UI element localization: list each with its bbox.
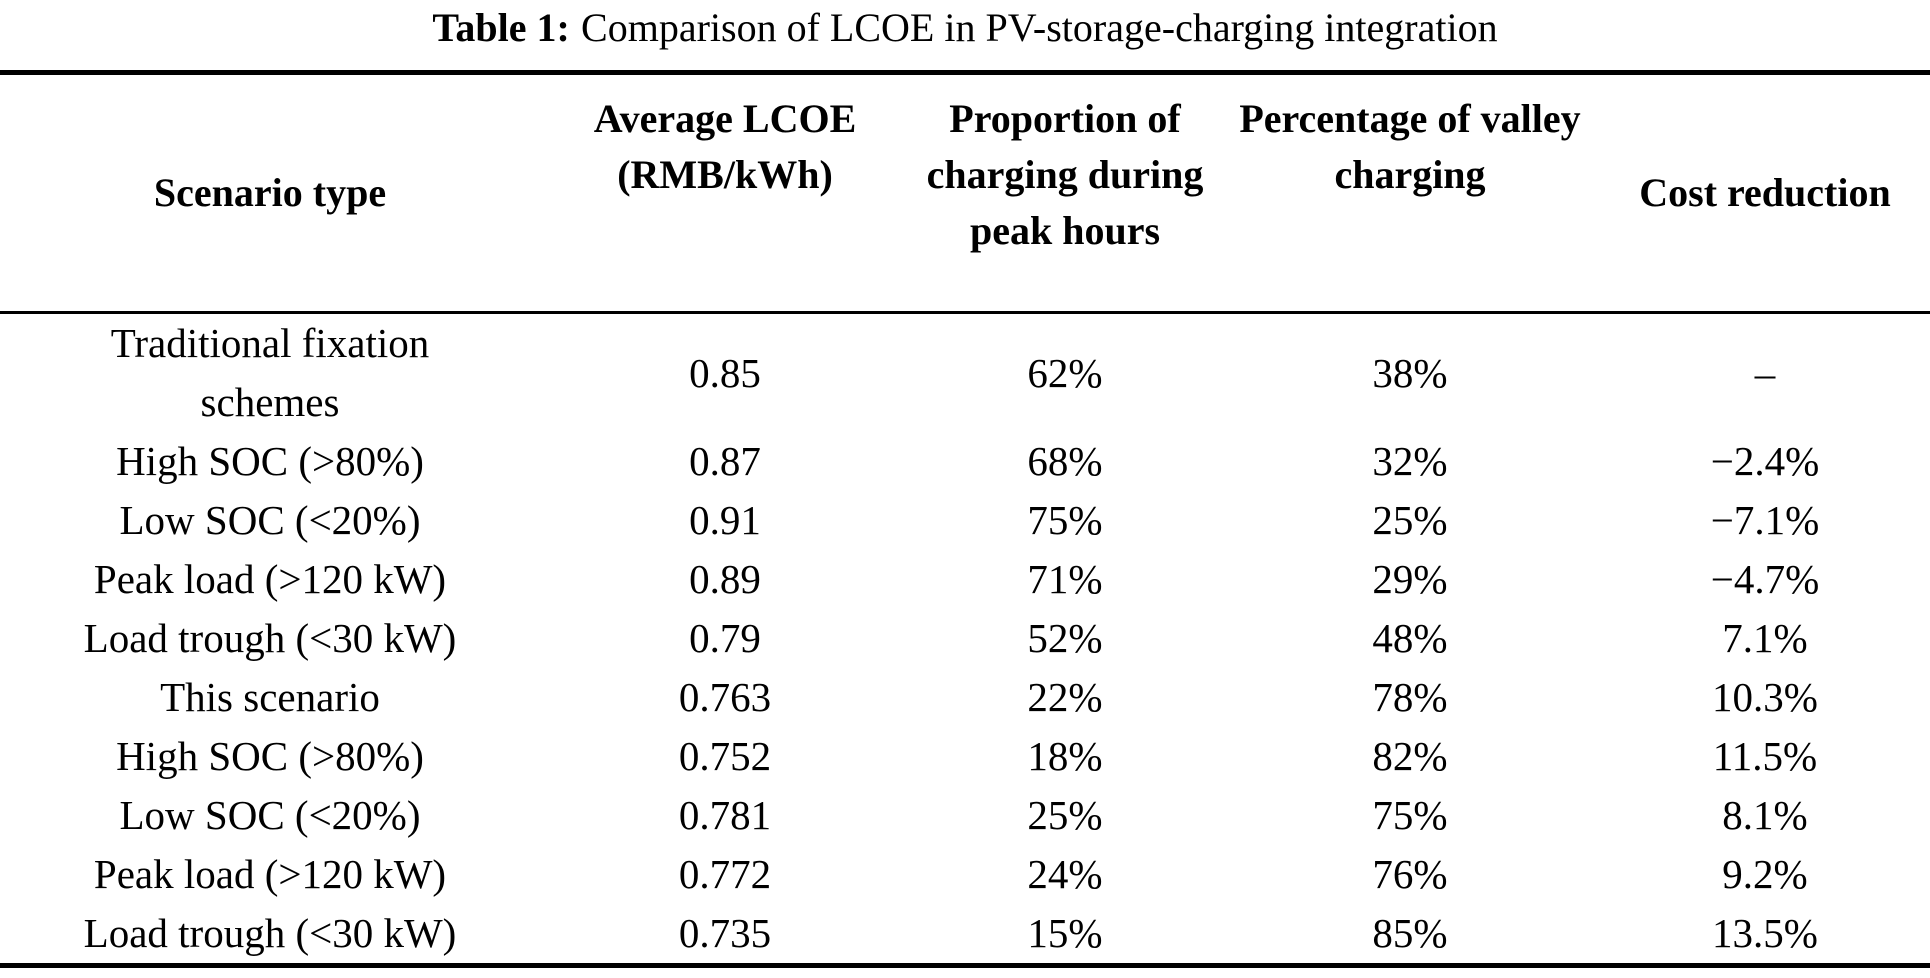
cell-lcoe: 0.79 <box>689 615 761 661</box>
cell-lcoe: 0.781 <box>678 792 772 838</box>
table-row: Load trough (<30 kW) 0.79 52% 48% 7.1% <box>0 609 1930 668</box>
table-body: Traditional fixation schemes 0.85 62% 38… <box>0 313 1930 966</box>
cell-reduction: 11.5% <box>1712 733 1818 779</box>
cell-scenario: Low SOC (<20%) <box>119 792 421 838</box>
table-row: High SOC (>80%) 0.752 18% 82% 11.5% <box>0 727 1930 786</box>
table-row: Load trough (<30 kW) 0.735 15% 85% 13.5% <box>0 904 1930 966</box>
cell-scenario: This scenario <box>160 674 380 720</box>
cell-peak: 52% <box>1027 615 1103 661</box>
column-header-peak-charging: Proportion of charging during peak hours <box>910 72 1220 314</box>
cell-lcoe: 0.763 <box>678 674 772 720</box>
cell-lcoe: 0.772 <box>678 851 772 897</box>
cell-scenario: Traditional fixation schemes <box>110 320 430 425</box>
header-row: Scenario type Average LCOE (RMB/kWh) Pro… <box>0 72 1930 314</box>
cell-reduction: −2.4% <box>1710 438 1820 484</box>
cell-reduction: 13.5% <box>1712 910 1818 956</box>
cell-reduction: 8.1% <box>1722 792 1808 838</box>
cell-reduction: −4.7% <box>1710 556 1820 602</box>
column-header-valley-charging: Percentage of valley charging <box>1220 72 1600 314</box>
cell-valley: 75% <box>1372 792 1448 838</box>
cell-scenario: Peak load (>120 kW) <box>93 851 447 897</box>
cell-peak: 18% <box>1027 733 1103 779</box>
cell-scenario: Low SOC (<20%) <box>119 497 421 543</box>
cell-lcoe: 0.752 <box>678 733 772 779</box>
table-caption: Table 1: Comparison of LCOE in PV-storage… <box>0 0 1930 70</box>
lcoe-comparison-table: Scenario type Average LCOE (RMB/kWh) Pro… <box>0 70 1930 968</box>
cell-valley: 82% <box>1372 733 1448 779</box>
cell-scenario: High SOC (>80%) <box>116 438 424 484</box>
cell-reduction: – <box>1754 349 1776 396</box>
cell-scenario: Load trough (<30 kW) <box>83 910 457 956</box>
cell-reduction: 9.2% <box>1722 851 1808 897</box>
column-header-cost-reduction: Cost reduction <box>1600 72 1930 314</box>
cell-scenario: Load trough (<30 kW) <box>83 615 457 661</box>
cell-scenario: High SOC (>80%) <box>116 733 424 779</box>
cell-lcoe: 0.735 <box>678 910 772 956</box>
table-row: Low SOC (<20%) 0.91 75% 25% −7.1% <box>0 491 1930 550</box>
table-row: This scenario 0.763 22% 78% 10.3% <box>0 668 1930 727</box>
table-caption-text: Comparison of LCOE in PV-storage-chargin… <box>581 5 1498 50</box>
cell-peak: 75% <box>1027 497 1103 543</box>
table-caption-label: Table 1: <box>432 5 570 50</box>
cell-peak: 68% <box>1027 438 1103 484</box>
cell-lcoe: 0.89 <box>689 556 761 602</box>
cell-reduction: −7.1% <box>1710 497 1820 543</box>
table-row: Traditional fixation schemes 0.85 62% 38… <box>0 313 1930 433</box>
cell-valley: 29% <box>1372 556 1448 602</box>
table-row: Low SOC (<20%) 0.781 25% 75% 8.1% <box>0 786 1930 845</box>
cell-peak: 24% <box>1027 851 1103 897</box>
cell-valley: 48% <box>1372 615 1448 661</box>
cell-valley: 78% <box>1372 674 1448 720</box>
column-header-scenario-type: Scenario type <box>0 72 540 314</box>
cell-peak: 71% <box>1027 556 1103 602</box>
cell-scenario: Peak load (>120 kW) <box>93 556 447 602</box>
table-row: Peak load (>120 kW) 0.772 24% 76% 9.2% <box>0 845 1930 904</box>
table-row: High SOC (>80%) 0.87 68% 32% −2.4% <box>0 432 1930 491</box>
cell-peak: 25% <box>1027 792 1103 838</box>
cell-lcoe: 0.85 <box>689 349 761 396</box>
cell-reduction: 10.3% <box>1712 674 1818 720</box>
cell-valley: 85% <box>1372 910 1448 956</box>
column-header-average-lcoe: Average LCOE (RMB/kWh) <box>540 72 910 314</box>
cell-lcoe: 0.91 <box>689 497 761 543</box>
cell-peak: 15% <box>1027 910 1103 956</box>
cell-peak: 62% <box>1027 349 1103 396</box>
table-header: Scenario type Average LCOE (RMB/kWh) Pro… <box>0 72 1930 314</box>
cell-valley: 76% <box>1372 851 1448 897</box>
cell-valley: 38% <box>1372 349 1448 396</box>
cell-lcoe: 0.87 <box>689 438 761 484</box>
cell-reduction: 7.1% <box>1722 615 1808 661</box>
cell-valley: 25% <box>1372 497 1448 543</box>
cell-peak: 22% <box>1027 674 1103 720</box>
cell-valley: 32% <box>1372 438 1448 484</box>
table-row: Peak load (>120 kW) 0.89 71% 29% −4.7% <box>0 550 1930 609</box>
